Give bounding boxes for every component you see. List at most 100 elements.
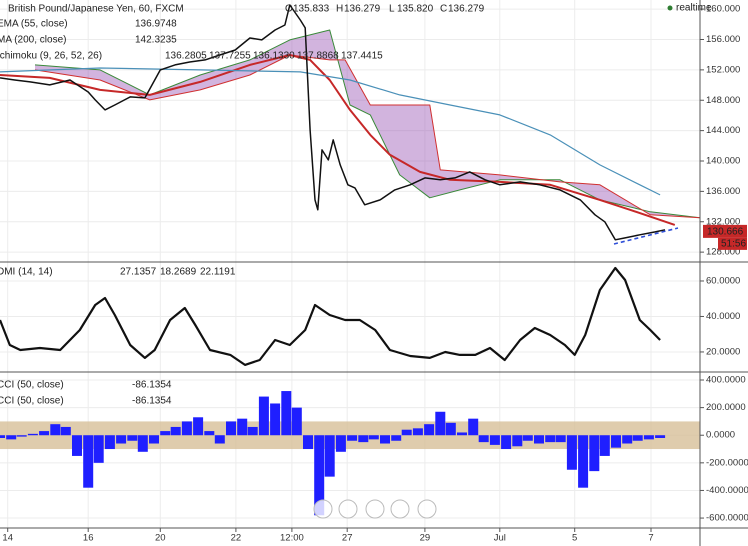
- y-tick-label: 148.000: [706, 95, 740, 106]
- bar: [39, 431, 50, 436]
- legend-entry: MA (200, close): [0, 35, 66, 46]
- legend-value: 137.7255: [209, 51, 251, 62]
- bar: [589, 435, 600, 472]
- x-tick-label: 22: [231, 533, 242, 544]
- price-line: [0, 4, 666, 241]
- nav-button[interactable]: [417, 499, 437, 519]
- bar: [424, 424, 435, 436]
- legend-value: 137.4415: [341, 51, 383, 62]
- trend-line: [613, 227, 679, 245]
- nav-button[interactable]: [313, 499, 333, 519]
- y-tick-label: 0.0000: [706, 430, 735, 441]
- y-tick-label: 20.0000: [706, 346, 740, 357]
- y-tick-label: 160.000: [706, 4, 740, 15]
- bar: [83, 435, 94, 488]
- bar: [149, 435, 159, 444]
- legend-value: 18.2689: [160, 267, 197, 278]
- y-tick-label: -200.0000: [706, 457, 748, 468]
- bar: [0, 435, 5, 438]
- y-tick-label: 132.000: [706, 216, 740, 227]
- bar: [60, 426, 71, 436]
- bar: [281, 391, 292, 436]
- bar: [435, 411, 446, 436]
- bar: [391, 435, 402, 441]
- bar: [160, 431, 171, 436]
- bar: [258, 396, 269, 436]
- legend-entry: EMA (55, close): [0, 19, 68, 30]
- bar: [116, 435, 127, 444]
- bar: [578, 435, 589, 488]
- bar: [534, 435, 544, 444]
- bar: [193, 417, 204, 436]
- bar: [611, 435, 621, 448]
- indicator-line: [0, 54, 676, 226]
- bar: [137, 435, 148, 452]
- ohlc-value: 136.279: [344, 4, 381, 15]
- ohlc-label: O: [285, 4, 293, 15]
- price-tag: [703, 224, 747, 238]
- bar: [622, 435, 633, 444]
- right-axis-area: [700, 0, 748, 528]
- y-tick-label: 60.0000: [706, 275, 740, 286]
- bar: [93, 435, 104, 463]
- x-tick-label: Jul: [494, 533, 506, 544]
- bar: [291, 407, 302, 436]
- y-tick-label: 136.000: [706, 186, 740, 197]
- bar: [512, 435, 523, 447]
- bar: [204, 431, 215, 436]
- countdown-label: 51:56: [721, 239, 746, 250]
- legend-value: 27.1357: [120, 267, 157, 278]
- bar: [27, 433, 38, 436]
- countdown-tag: [718, 237, 747, 250]
- realtime-dot: [667, 5, 673, 11]
- bar: [632, 435, 643, 441]
- bar: [358, 435, 369, 443]
- chart-title: British Pound/Japanese Yen, 60, FXCM: [8, 4, 184, 15]
- legend-value: -86.1354: [132, 396, 172, 407]
- legend-value: 22.1191: [200, 267, 236, 278]
- bar: [599, 435, 610, 456]
- y-tick-label: 200.0000: [706, 402, 746, 413]
- bar: [457, 432, 467, 436]
- bar: [412, 428, 423, 436]
- y-tick-label: 152.000: [706, 64, 740, 75]
- span-a-line: [34, 29, 701, 219]
- ohlc-label: H: [336, 4, 343, 15]
- nav-button[interactable]: [365, 499, 385, 519]
- y-tick-label: 128.000: [706, 247, 740, 258]
- ohlc-value: 135.833: [293, 4, 330, 15]
- panel-title: DMI (14, 14): [0, 267, 53, 278]
- x-tick-label: 27: [342, 533, 353, 544]
- x-tick-label: 7: [648, 533, 653, 544]
- bar: [16, 435, 27, 437]
- bar: [50, 424, 61, 436]
- ohlc-label: L: [389, 4, 395, 15]
- bar: [237, 418, 248, 436]
- bar: [445, 422, 456, 436]
- legend-value: 136.1330: [253, 51, 295, 62]
- x-tick-label: 14: [2, 533, 13, 544]
- legend-value: -86.1354: [132, 380, 172, 391]
- bar: [335, 435, 346, 452]
- cloud: [35, 29, 700, 218]
- legend-entry: CCI (50, close): [0, 396, 64, 407]
- nav-buttons: [313, 499, 437, 519]
- bar: [401, 429, 412, 436]
- nav-button[interactable]: [390, 499, 410, 519]
- x-tick-label: 20: [155, 533, 166, 544]
- y-tick-label: 400.0000: [706, 375, 746, 386]
- dmi-line: [0, 266, 661, 366]
- bar: [226, 421, 236, 436]
- bar: [566, 435, 577, 470]
- y-tick-label: -600.0000: [706, 513, 748, 524]
- bar: [6, 435, 17, 440]
- x-tick-label: 12:00: [280, 533, 304, 544]
- x-tick-label: 5: [572, 533, 577, 544]
- nav-button[interactable]: [338, 499, 358, 519]
- bar: [347, 435, 358, 441]
- y-tick-label: 144.000: [706, 125, 740, 136]
- bar: [478, 435, 489, 443]
- legend-value: 136.2805: [165, 51, 207, 62]
- overlay: 128.000 132.000 136.000 140.000 144.000 148.0…: [0, 3, 748, 544]
